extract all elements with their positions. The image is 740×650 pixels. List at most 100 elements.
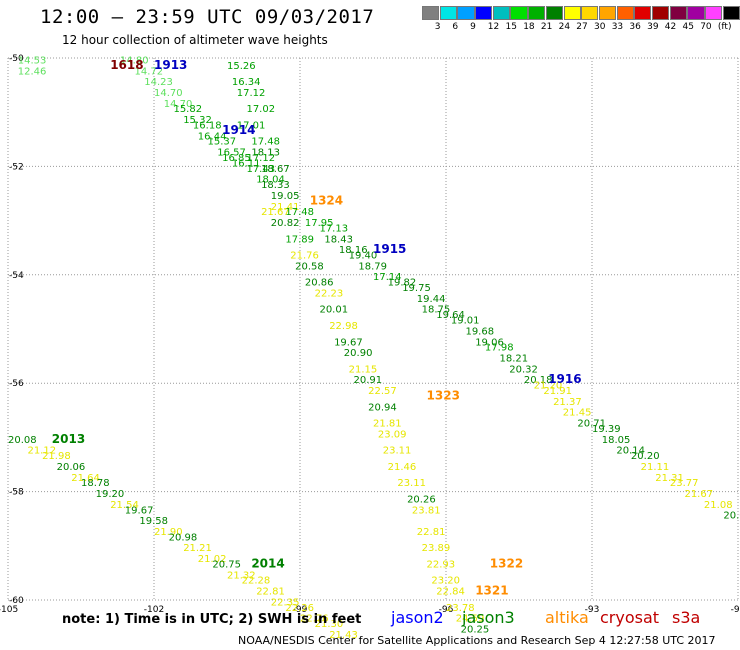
wave-height-value: 21.98 xyxy=(42,451,71,462)
wave-height-value: 21.43 xyxy=(329,630,358,641)
credit-line: NOAA/NESDIS Center for Satellite Applica… xyxy=(238,634,716,647)
color-swatch xyxy=(722,6,740,20)
wave-height-value: 19.06 xyxy=(475,337,504,348)
footer-note: note: 1) Time is in UTC; 2) SWH is in fe… xyxy=(62,612,362,627)
pass-number-label: 1915 xyxy=(373,242,406,256)
wave-height-value: 18.78 xyxy=(81,478,110,489)
wave-height-value: 19.39 xyxy=(592,424,621,435)
wave-height-value: 22.28 xyxy=(242,576,271,587)
wave-height-value: 21.76 xyxy=(290,251,319,262)
x-tick-label: -93 xyxy=(585,605,600,615)
wave-height-value: 20.75 xyxy=(212,559,241,570)
wave-height-value: 19.01 xyxy=(451,316,480,327)
pass-labels: 1618 1913 1914 1324 1915 1916 1323 2013 2014 1322… xyxy=(52,58,582,598)
wave-height-value: 18.33 xyxy=(261,180,290,191)
wave-height-value: 23.11 xyxy=(397,478,426,489)
color-legend-label: 42 xyxy=(664,22,677,32)
wave-height-value: 19.20 xyxy=(96,489,125,500)
wave-height-value: 21.31 xyxy=(655,473,684,484)
wave-height-value: 21.37 xyxy=(553,397,582,408)
color-swatch xyxy=(510,6,528,20)
wave-height-value: 16.57 xyxy=(217,148,246,159)
wave-height-value: 12.46 xyxy=(18,66,47,77)
wave-height-value: 14.23 xyxy=(144,77,173,88)
wave-height-value: 17.95 xyxy=(305,218,334,229)
wave-height-value: 21.20 xyxy=(534,381,563,392)
satellite-legend-altika: altika xyxy=(545,608,589,627)
pass-number-label: 1321 xyxy=(475,584,508,598)
wave-height-value: 17.01 xyxy=(237,120,266,131)
wave-height-value: 19.05 xyxy=(271,191,300,202)
wave-height-value: 15.37 xyxy=(208,137,237,148)
wave-height-value: 20.20 xyxy=(631,451,660,462)
color-swatch xyxy=(651,6,670,20)
wave-height-value: 16.85 xyxy=(222,153,251,164)
wave-height-value: 19.40 xyxy=(349,251,378,262)
color-legend-label: 3 xyxy=(434,22,441,32)
wave-height-value: 17.43 xyxy=(246,164,275,175)
color-legend-label: 15 xyxy=(505,22,517,32)
satellite-legend-jason3: jason3 xyxy=(462,608,515,627)
wave-height-value: 17.48 xyxy=(285,207,314,218)
y-tick-label: -60 xyxy=(9,596,24,606)
wave-height-value: 21.11 xyxy=(641,462,670,473)
wave-height-value: 22.81 xyxy=(256,587,285,598)
wave-height-value: 17.13 xyxy=(319,223,348,234)
wave-height-value: 20.14 xyxy=(616,446,645,457)
wave-height-value: 23.89 xyxy=(422,543,451,554)
wave-height-value: 22.93 xyxy=(427,559,456,570)
y-tick-label: -58 xyxy=(9,488,24,498)
wave-height-value: 20.94 xyxy=(368,402,397,413)
wave-height-value: 18.05 xyxy=(602,435,631,446)
wave-height-value: 21.54 xyxy=(110,500,139,511)
color-legend-label: 39 xyxy=(647,22,659,32)
wave-height-value: 21.64 xyxy=(71,473,100,484)
color-legend-label: 45 xyxy=(682,22,694,32)
wave-height-value: 18.43 xyxy=(324,234,353,245)
color-swatch xyxy=(616,6,634,20)
wave-height-value: 21.41 xyxy=(271,202,300,213)
wave-height-value: 19.82 xyxy=(388,278,417,289)
color-swatch xyxy=(581,6,599,20)
wave-height-value: 21.02 xyxy=(198,554,227,565)
wave-height-value: 15.32 xyxy=(183,115,212,126)
pass-number-label: 1913 xyxy=(154,58,187,72)
wave-height-value: 18.16 xyxy=(339,245,368,256)
wave-height-value: 22.84 xyxy=(436,587,465,598)
color-legend-label: 21 xyxy=(540,22,553,32)
wave-height-value: 16.44 xyxy=(198,131,227,142)
wave-height-value: 17.48 xyxy=(251,137,280,148)
wave-height-value: 14.72 xyxy=(135,66,164,77)
axis-ticks: -105 -102 -99 -96 -93 -90 -50 -52 -54 -56 -58 -60 xyxy=(0,54,740,615)
wave-height-value: 21.12 xyxy=(27,446,56,457)
wave-height-value: 17.89 xyxy=(285,234,314,245)
wave-height-value: 16.34 xyxy=(232,77,261,88)
color-swatch xyxy=(687,6,705,20)
wave-height-value: 20.0 xyxy=(723,511,740,522)
wave-height-value: 20.01 xyxy=(319,305,348,316)
color-legend xyxy=(422,6,740,20)
color-swatch xyxy=(439,6,457,20)
wave-height-value: 20.32 xyxy=(509,364,538,375)
pass-number-label: 2013 xyxy=(52,432,85,446)
color-legend-label: 70 xyxy=(700,22,712,32)
wave-height-value: 21.30 xyxy=(315,619,344,630)
color-legend-label: 27 xyxy=(576,22,588,32)
color-legend-label: 6 xyxy=(452,22,459,32)
wave-height-value: 19.67 xyxy=(125,505,154,516)
wave-height-value: 24.59 xyxy=(456,614,485,625)
wave-height-value: 15.82 xyxy=(173,104,202,115)
color-legend-label: 18 xyxy=(523,22,535,32)
wave-height-value: 23.11 xyxy=(383,446,412,457)
wave-height-value: 15.26 xyxy=(227,61,256,72)
x-tick-label: -102 xyxy=(144,605,164,615)
wave-height-value: 19.58 xyxy=(139,516,168,527)
wave-height-value: 19.64 xyxy=(436,310,465,321)
pass-number-label: 1322 xyxy=(490,556,523,570)
wave-height-value: 18.67 xyxy=(261,164,290,175)
color-swatch xyxy=(492,6,510,20)
wave-height-value: 20.06 xyxy=(57,462,86,473)
wave-height-value: 22.81 xyxy=(417,527,446,538)
wave-height-value: 14.70 xyxy=(164,99,193,110)
